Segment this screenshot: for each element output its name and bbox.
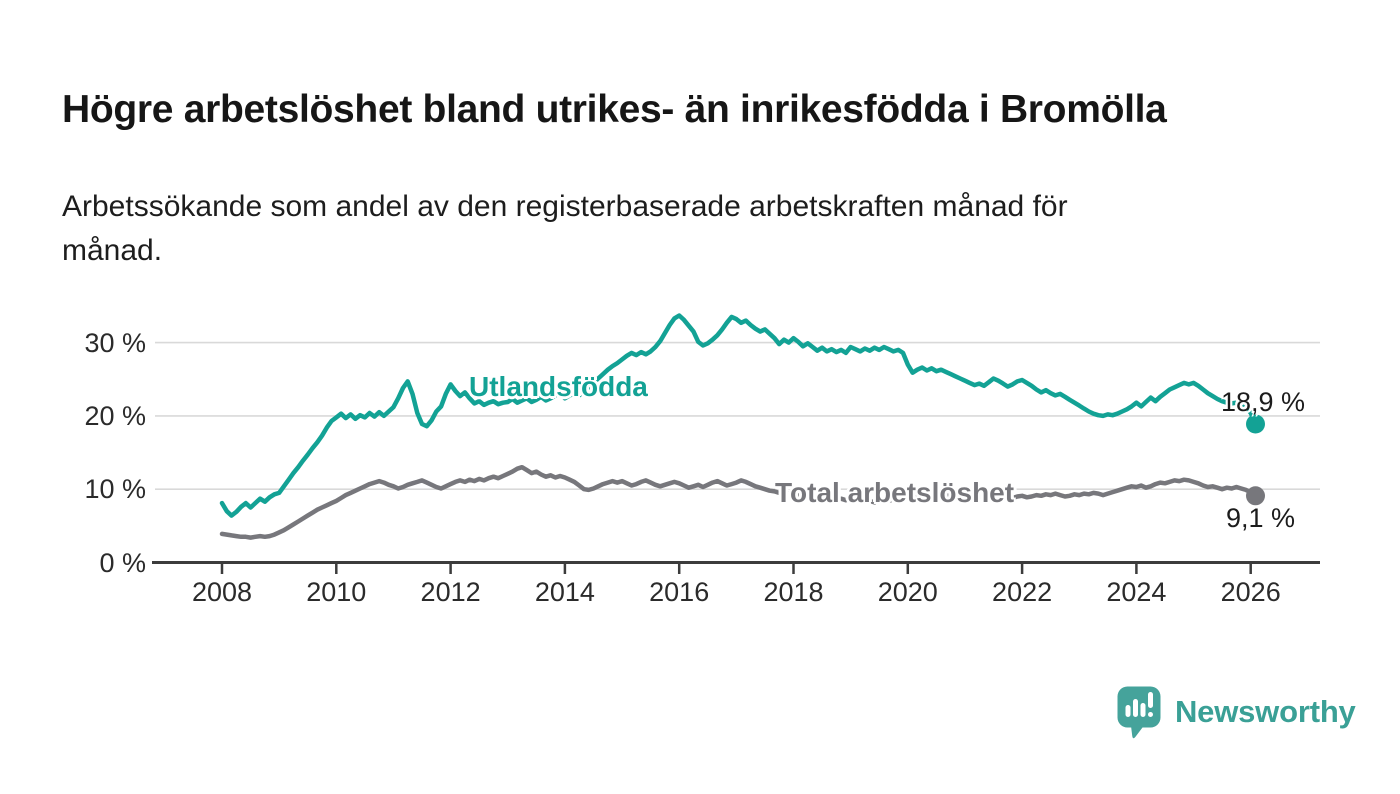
gridlines [155, 341, 1320, 491]
x-axis [152, 561, 1320, 574]
end-dot-total [1246, 486, 1265, 506]
chart-subtitle-line1: Arbetssökande som andel av den registerb… [62, 190, 1068, 223]
series-line-total [219, 464, 1258, 540]
y-tick-label-20: 20 % [84, 400, 146, 431]
x-tick-label-2012: 2012 [420, 577, 481, 607]
chart-subtitle: Arbetssökande som andel av den registerb… [62, 185, 1302, 273]
newsworthy-logo-icon [1117, 686, 1161, 739]
chart-subtitle-line2: månad. [62, 234, 163, 267]
x-tick-label-2018: 2018 [763, 577, 824, 607]
series-end-dots [1246, 414, 1265, 506]
series-line-utlandsfodda [219, 313, 1258, 518]
end-value-label-total: 9,1 % [1226, 503, 1296, 533]
x-tick-label-2024: 2024 [1106, 577, 1167, 607]
x-tick-label-2020: 2020 [877, 577, 938, 607]
end-value-label-utlandsfodda: 18,9 % [1221, 387, 1306, 417]
x-tick-label-2008: 2008 [191, 577, 253, 607]
chart-title: Högre arbetslöshet bland utrikes- än inr… [62, 88, 1167, 132]
y-tick-label-0: 0 % [99, 547, 146, 578]
y-tick-label-10: 10 % [84, 474, 146, 505]
end-dot-utlandsfodda [1246, 414, 1265, 434]
newsworthy-branding: Newsworthy [1116, 685, 1356, 742]
x-tick-label-2010: 2010 [306, 577, 367, 607]
newsworthy-wordmark: Newsworthy [1175, 694, 1356, 729]
x-tick-label-2022: 2022 [992, 577, 1053, 607]
series-label-total-arbetsloshet: Total arbetslöshet [775, 477, 1015, 508]
series-lines [219, 313, 1258, 540]
x-tick-label-2026: 2026 [1220, 577, 1281, 607]
x-tick-label-2016: 2016 [649, 577, 710, 607]
series-label-utlandsfodda: Utlandsfödda [469, 371, 648, 402]
speech-bubble-shape [1117, 686, 1161, 739]
bar-chart-glyph [1125, 692, 1153, 717]
y-tick-label-30: 30 % [84, 327, 146, 358]
x-tick-label-2014: 2014 [534, 577, 595, 607]
